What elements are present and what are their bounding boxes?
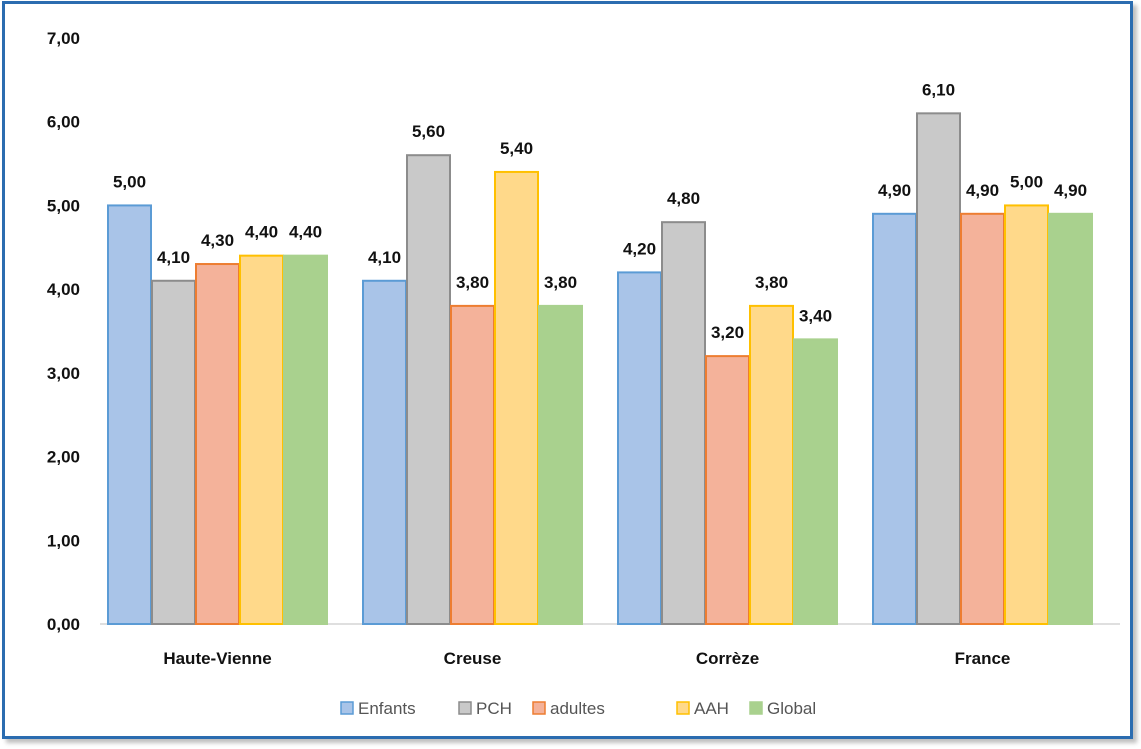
legend-label: AAH [694, 699, 729, 718]
bar [960, 212, 1005, 626]
bar [151, 279, 196, 625]
bar [617, 271, 662, 625]
category-label: France [955, 649, 1011, 668]
data-label: 6,10 [922, 80, 955, 99]
y-tick-label: 2,00 [47, 448, 80, 467]
bar [749, 304, 794, 625]
y-tick-label: 6,00 [47, 113, 80, 132]
y-tick-label: 4,00 [47, 280, 80, 299]
data-label: 4,40 [289, 223, 322, 242]
bar [1048, 212, 1093, 626]
category-label: Haute-Vienne [163, 649, 271, 668]
bar [1004, 204, 1049, 626]
data-label: 4,90 [878, 181, 911, 200]
data-labels: 5,00 4,10 4,30 4,40 4,40 4,10 5,60 3,80 5,40 3,80… [113, 80, 1087, 342]
legend-swatch [340, 701, 354, 715]
legend-swatch [676, 701, 690, 715]
category-label: Creuse [444, 649, 502, 668]
data-label: 4,10 [368, 248, 401, 267]
legend-swatch [532, 701, 546, 715]
y-tick-label: 3,00 [47, 364, 80, 383]
data-label: 3,20 [711, 323, 744, 342]
legend-swatch [458, 701, 472, 715]
data-label: 3,80 [544, 273, 577, 292]
bar [661, 221, 706, 626]
data-label: 5,60 [412, 122, 445, 141]
data-label: 4,20 [623, 239, 656, 258]
bar [195, 263, 240, 625]
data-label: 4,10 [157, 248, 190, 267]
legend-label: Enfants [358, 699, 416, 718]
legend: Enfants PCH adultes AAH Global [340, 699, 816, 718]
bar [705, 355, 750, 625]
bar [107, 204, 152, 626]
legend-label: PCH [476, 699, 512, 718]
x-axis: Haute-Vienne Creuse Corrèze France [163, 649, 1010, 668]
legend-swatch [749, 701, 763, 715]
data-label: 3,80 [456, 273, 489, 292]
data-label: 5,40 [500, 139, 533, 158]
bars [107, 112, 1093, 626]
bar [494, 170, 539, 625]
bar [283, 254, 328, 626]
y-tick-label: 1,00 [47, 531, 80, 550]
data-label: 4,40 [245, 223, 278, 242]
y-tick-label: 0,00 [47, 615, 80, 634]
data-label: 4,80 [667, 189, 700, 208]
y-tick-label: 5,00 [47, 196, 80, 215]
data-label: 3,40 [799, 306, 832, 325]
legend-label: adultes [550, 699, 605, 718]
bar [872, 212, 917, 626]
legend-label: Global [767, 699, 816, 718]
bar [538, 304, 583, 625]
data-label: 4,90 [966, 181, 999, 200]
y-axis: 0,00 1,00 2,00 3,00 4,00 5,00 6,00 7,00 [47, 29, 1120, 634]
bar [793, 338, 838, 625]
bar [239, 254, 284, 626]
bar [362, 279, 407, 625]
y-tick-label: 7,00 [47, 29, 80, 48]
bar [406, 154, 451, 625]
data-label: 4,30 [201, 231, 234, 250]
data-label: 5,00 [1010, 172, 1043, 191]
data-label: 3,80 [755, 273, 788, 292]
data-label: 5,00 [113, 172, 146, 191]
bar [450, 304, 495, 625]
bar [916, 112, 961, 625]
category-label: Corrèze [696, 649, 759, 668]
data-label: 4,90 [1054, 181, 1087, 200]
